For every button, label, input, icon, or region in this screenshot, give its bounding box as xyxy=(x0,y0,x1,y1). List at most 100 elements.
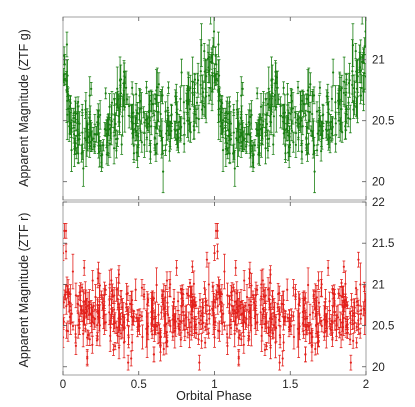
data-point xyxy=(114,129,118,149)
data-point xyxy=(80,103,84,116)
data-point xyxy=(91,270,95,291)
data-point xyxy=(78,320,81,336)
data-point xyxy=(163,285,167,310)
data-point xyxy=(155,267,159,303)
data-point xyxy=(89,81,93,96)
y-tick-label-bottom: 21 xyxy=(372,279,385,291)
data-point xyxy=(346,318,349,331)
data-point xyxy=(155,94,159,129)
data-point xyxy=(239,289,243,316)
data-point xyxy=(205,251,209,268)
data-point xyxy=(357,313,360,335)
data-point xyxy=(213,68,217,84)
data-point xyxy=(350,75,354,95)
data-point xyxy=(311,89,315,102)
data-point xyxy=(220,284,224,304)
data-point xyxy=(319,279,323,297)
data-point xyxy=(103,122,107,137)
data-point xyxy=(340,74,344,102)
data-point xyxy=(171,332,175,341)
data-point xyxy=(216,243,219,260)
data-point xyxy=(203,97,207,117)
data-point xyxy=(316,122,320,146)
data-point xyxy=(88,111,91,126)
data-point xyxy=(261,299,265,319)
data-point xyxy=(209,17,213,25)
data-point xyxy=(66,87,70,102)
data-point xyxy=(121,302,125,331)
data-point xyxy=(359,87,362,105)
data-point xyxy=(306,267,310,303)
data-point xyxy=(235,281,239,306)
data-point xyxy=(119,289,123,310)
data-point xyxy=(107,299,111,326)
data-point xyxy=(216,297,220,315)
data-point xyxy=(156,322,160,345)
data-point xyxy=(97,109,101,159)
x-tick-label: 2 xyxy=(363,379,369,391)
data-point xyxy=(343,112,347,140)
data-point xyxy=(82,260,86,276)
data-point xyxy=(93,114,97,154)
data-point xyxy=(364,63,366,90)
data-point xyxy=(107,113,111,136)
data-point xyxy=(164,101,167,122)
data-point xyxy=(271,289,275,310)
data-point xyxy=(172,289,176,309)
data-point xyxy=(122,89,126,111)
data-point xyxy=(172,301,175,333)
data-point xyxy=(214,223,218,239)
data-point xyxy=(359,58,363,84)
data-points-top xyxy=(63,17,366,194)
data-point xyxy=(167,81,170,94)
data-point xyxy=(182,135,186,153)
data-point xyxy=(313,283,317,300)
data-point xyxy=(207,262,211,307)
data-point xyxy=(102,310,106,335)
data-point xyxy=(320,121,323,147)
data-point xyxy=(159,130,163,142)
data-point xyxy=(115,142,118,159)
data-point xyxy=(187,286,190,305)
data-point xyxy=(278,354,282,371)
data-point xyxy=(83,281,87,306)
data-point xyxy=(310,332,314,362)
data-point xyxy=(104,284,108,295)
data-point xyxy=(358,262,362,307)
data-point xyxy=(71,253,75,290)
data-point xyxy=(263,343,267,356)
data-point xyxy=(344,316,348,338)
data-point xyxy=(168,279,172,297)
data-point xyxy=(288,309,291,332)
data-point xyxy=(227,296,231,312)
data-point xyxy=(353,298,357,317)
data-point xyxy=(335,305,339,325)
data-point xyxy=(359,313,363,325)
data-point xyxy=(203,281,206,296)
data-point xyxy=(211,281,215,292)
data-point xyxy=(212,17,216,48)
data-point xyxy=(311,305,315,320)
data-point xyxy=(162,283,166,300)
data-point xyxy=(246,126,250,143)
data-point xyxy=(348,307,352,319)
data-point xyxy=(346,108,350,128)
data-point xyxy=(337,288,340,299)
data-point xyxy=(83,127,87,149)
data-point xyxy=(153,93,157,105)
data-point xyxy=(364,17,366,48)
y-tick-label-bottom: 20.5 xyxy=(372,321,394,333)
data-point xyxy=(94,284,97,310)
data-point xyxy=(347,72,351,94)
data-point xyxy=(175,260,179,276)
data-point xyxy=(193,72,197,113)
data-point xyxy=(352,100,355,119)
data-point xyxy=(239,76,243,115)
data-point xyxy=(109,313,112,342)
data-point xyxy=(196,72,199,94)
data-point xyxy=(152,311,156,342)
data-point xyxy=(191,80,194,105)
data-point xyxy=(362,75,366,105)
data-point xyxy=(132,143,136,163)
data-point xyxy=(331,117,335,137)
